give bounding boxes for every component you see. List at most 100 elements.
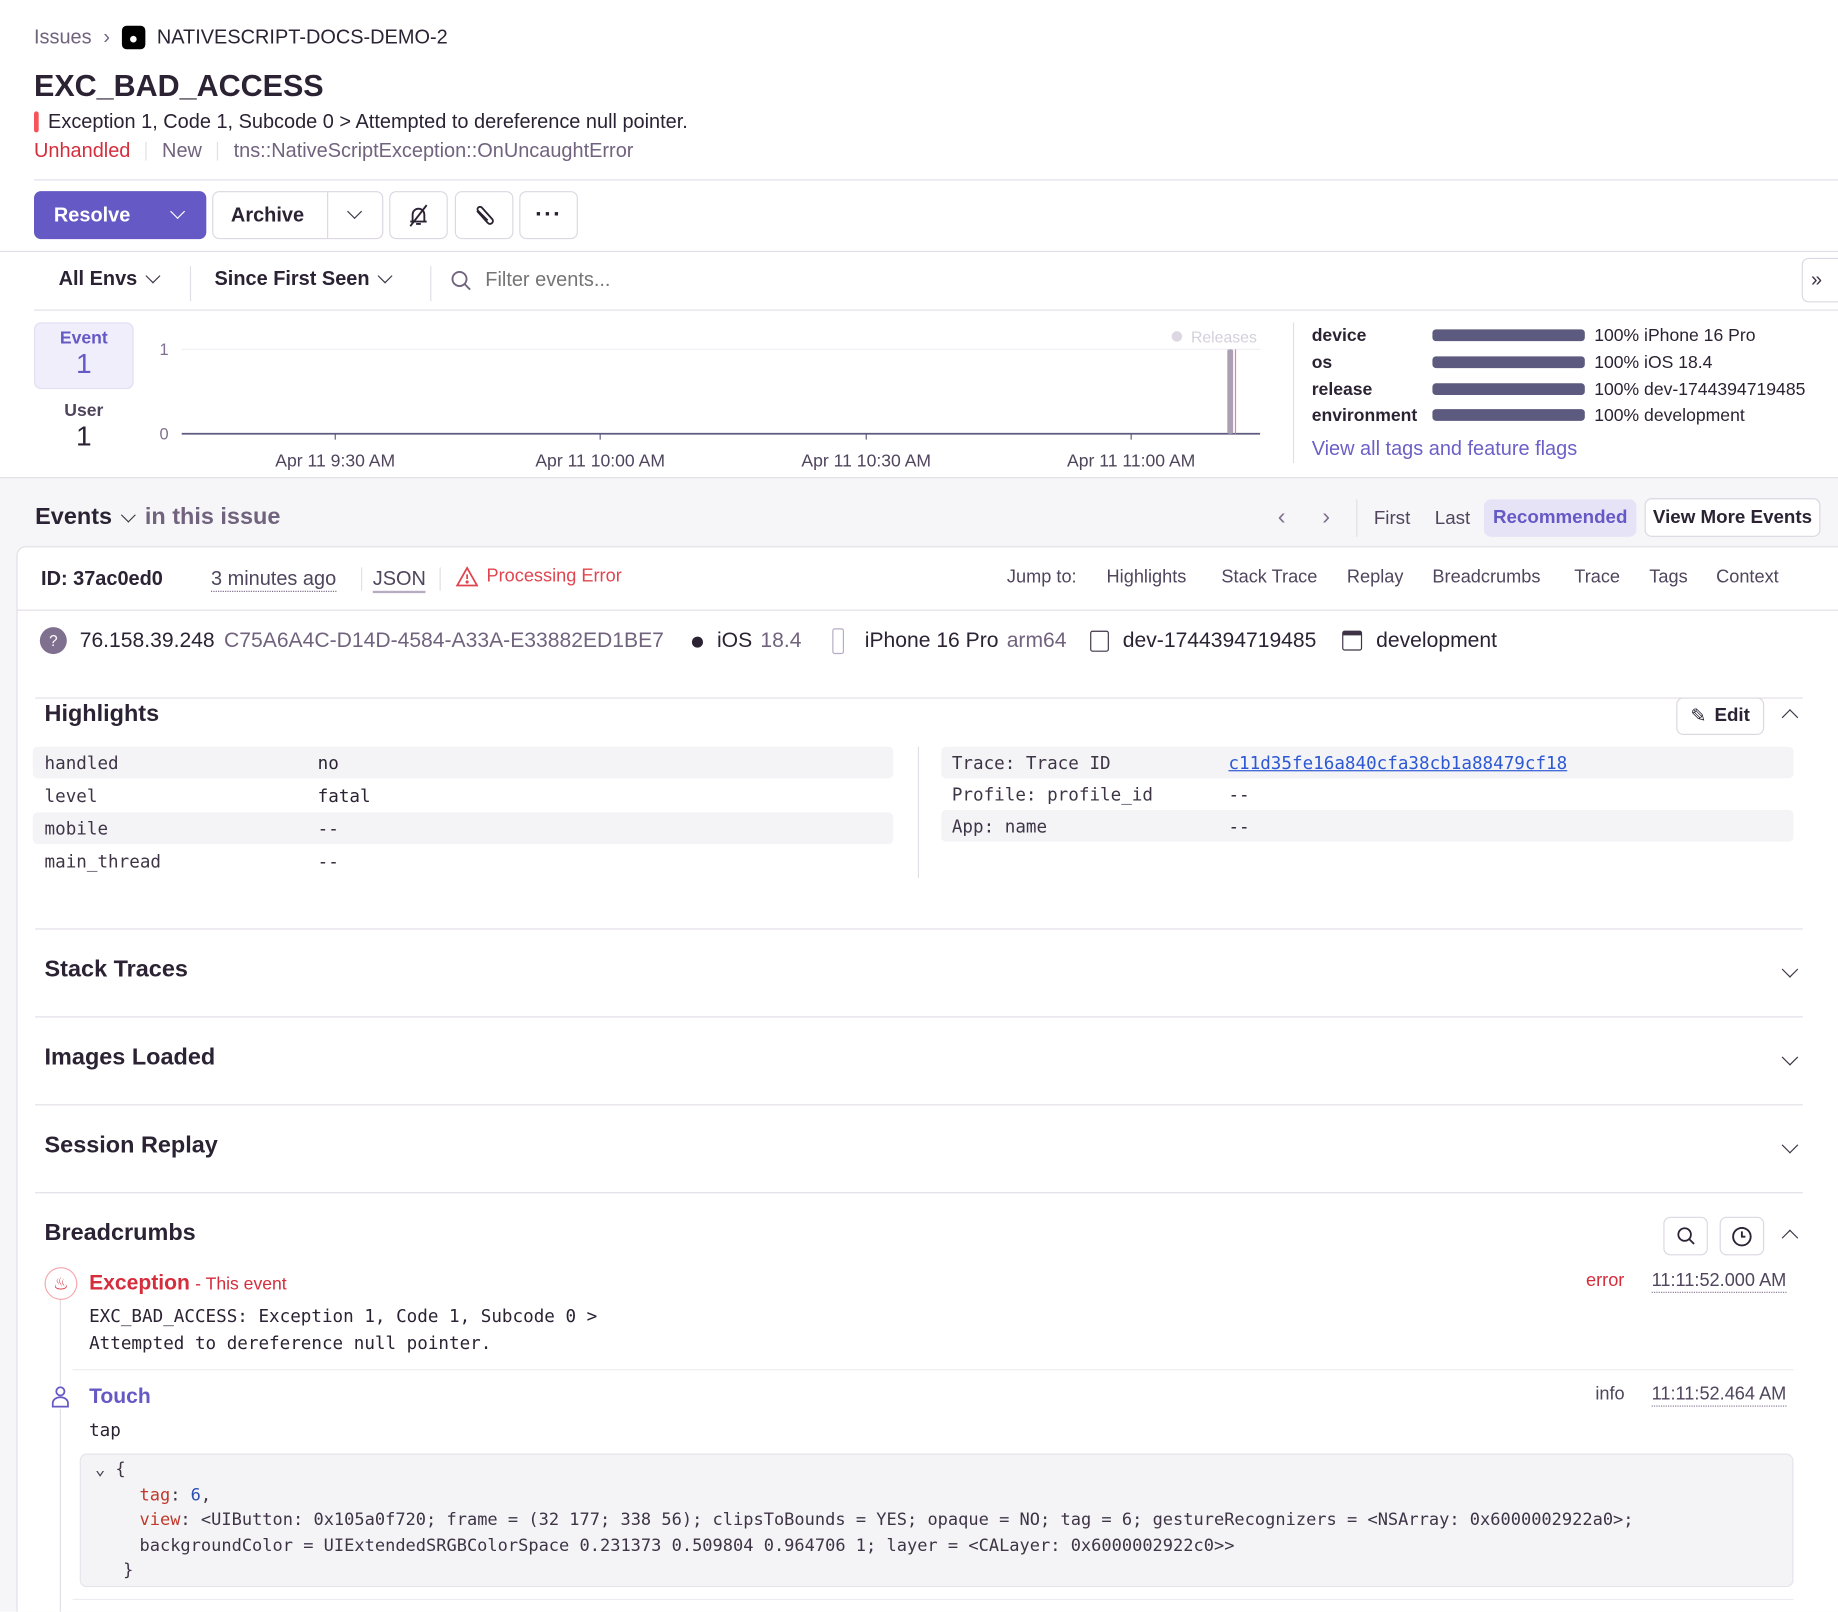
jump-replay[interactable]: Replay: [1346, 567, 1404, 588]
edit-highlights-button[interactable]: ✎ Edit: [1676, 697, 1765, 735]
mute-button[interactable]: [389, 191, 448, 240]
highlight-key: main_thread: [44, 850, 161, 872]
ellipsis-icon: ···: [535, 201, 563, 228]
x-tick-label: Apr 11 10:00 AM: [535, 451, 665, 471]
filter-events-input[interactable]: [485, 264, 1189, 296]
event-count-label: Event: [59, 328, 108, 349]
expand-sidebar-button[interactable]: »: [1801, 257, 1838, 303]
breadcrumb-issues-link[interactable]: Issues: [33, 25, 92, 49]
y-tick-label: 1: [160, 341, 169, 359]
highlight-value: --: [317, 850, 339, 872]
view-all-tags-link[interactable]: View all tags and feature flags: [1311, 437, 1578, 460]
tag-distribution-bar[interactable]: [1432, 329, 1585, 342]
stack-traces-title[interactable]: Stack Traces: [44, 956, 188, 983]
copy-link-button[interactable]: [454, 191, 514, 240]
resolve-label: Resolve: [53, 203, 131, 226]
highlight-row: main_thread --: [33, 845, 893, 877]
chevron-down-icon[interactable]: [170, 204, 186, 220]
divider: [189, 266, 192, 302]
time-format-button[interactable]: [1719, 1216, 1765, 1256]
next-event-button[interactable]: ›: [1322, 504, 1331, 530]
os-name: iOS: [716, 628, 753, 652]
x-tick-label: Apr 11 10:30 AM: [801, 451, 931, 471]
tag-top-value: 100% iPhone 16 Pro: [1594, 325, 1756, 346]
tag-row-environment[interactable]: environment 100% development: [1312, 403, 1745, 426]
data-key: tag: [139, 1485, 171, 1505]
highlight-key: handled: [44, 751, 119, 774]
more-actions-button[interactable]: ···: [519, 191, 578, 240]
tag-distribution-bar[interactable]: [1432, 409, 1585, 421]
data-value: <UIButton: 0x105a0f720; frame = (32 177;…: [200, 1510, 1634, 1530]
jump-stack-trace[interactable]: Stack Trace: [1221, 567, 1318, 588]
view-more-events-button[interactable]: View More Events: [1644, 498, 1821, 537]
environment-dropdown[interactable]: All Envs: [59, 267, 161, 290]
breadcrumb-exception-header: Exception - This event: [89, 1271, 287, 1296]
divider: [35, 928, 1803, 930]
event-card: [16, 546, 1838, 1612]
jump-breadcrumbs[interactable]: Breadcrumbs: [1432, 567, 1541, 588]
highlight-key: mobile: [44, 817, 109, 839]
highlight-value: --: [317, 817, 339, 839]
last-event-button[interactable]: Last: [1434, 508, 1471, 529]
tag-row-release[interactable]: release 100% dev-1744394719485: [1312, 377, 1806, 400]
tag-distribution-bar[interactable]: [1432, 356, 1585, 369]
tag-distribution-bar[interactable]: [1432, 383, 1585, 396]
archive-button[interactable]: Archive: [212, 191, 384, 240]
breadcrumb-timestamp[interactable]: 11:11:52.000 AM: [1651, 1271, 1787, 1293]
json-link[interactable]: JSON: [372, 567, 426, 594]
previous-event-button[interactable]: ‹: [1277, 504, 1286, 530]
divider: [0, 250, 1838, 253]
breadcrumb-timestamp[interactable]: 11:11:52.464 AM: [1651, 1384, 1787, 1407]
environment-name: development: [1376, 628, 1497, 652]
timeline-line: [59, 1298, 61, 1612]
divider: [430, 266, 432, 302]
recommended-event-button[interactable]: Recommended: [1484, 499, 1637, 537]
package-icon: [1089, 630, 1109, 652]
search-icon: [451, 271, 471, 291]
jump-tags[interactable]: Tags: [1649, 567, 1688, 588]
highlight-key: Profile: profile_id: [951, 783, 1153, 805]
user-count-value: 1: [75, 420, 92, 453]
divider: [145, 141, 147, 161]
highlight-row: Trace: Trace ID c11d35fe16a840cfa38cb1a88…: [941, 746, 1794, 779]
releases-legend-marker: [1171, 331, 1183, 342]
user-count-tab[interactable]: User 1: [34, 401, 134, 454]
highlight-key: Trace: Trace ID: [951, 751, 1111, 774]
jump-context[interactable]: Context: [1716, 567, 1779, 588]
divider: [72, 1598, 1794, 1601]
jump-trace[interactable]: Trace: [1574, 567, 1621, 588]
divider: [35, 1016, 1803, 1018]
images-loaded-title[interactable]: Images Loaded: [44, 1044, 216, 1071]
events-title: Events: [35, 504, 113, 530]
processing-error-button[interactable]: Processing Error: [455, 566, 622, 587]
tag-row-os[interactable]: os 100% iOS 18.4: [1312, 350, 1713, 373]
divider: [1292, 322, 1295, 464]
jump-highlights[interactable]: Highlights: [1106, 567, 1187, 588]
data-key: view: [139, 1510, 181, 1530]
paperclip-icon: [476, 205, 494, 225]
tag-row-device[interactable]: device 100% iPhone 16 Pro: [1312, 324, 1756, 347]
event-count-tab[interactable]: Event 1: [33, 322, 134, 390]
divider: [361, 567, 363, 591]
resolve-button[interactable]: Resolve: [33, 191, 207, 240]
tag-key: release: [1311, 379, 1373, 400]
highlight-key: level: [44, 784, 98, 806]
chevron-down-icon[interactable]: [347, 204, 363, 220]
warning-icon: [455, 566, 479, 587]
period-dropdown[interactable]: Since First Seen: [215, 267, 393, 290]
search-breadcrumbs-button[interactable]: [1663, 1216, 1708, 1256]
window-icon: [1342, 630, 1363, 651]
events-dropdown[interactable]: Events in this issue: [35, 504, 280, 531]
collapse-object-toggle[interactable]: ⌄: [94, 1460, 106, 1480]
error-marker: [33, 111, 39, 133]
trace-id-link[interactable]: c11d35fe16a840cfa38cb1a88479cf18: [1228, 751, 1568, 774]
first-event-button[interactable]: First: [1373, 508, 1411, 529]
session-replay-title[interactable]: Session Replay: [44, 1132, 218, 1159]
divider: [1356, 499, 1358, 537]
device-id: C75A6A4C-D14D-4584-A33A-E33882ED1BE7: [224, 628, 664, 652]
event-time[interactable]: 3 minutes ago: [210, 567, 337, 592]
tag-top-value: 100% development: [1594, 404, 1745, 425]
os-version: 18.4: [760, 628, 802, 652]
divider: [35, 697, 1803, 699]
tag-key: os: [1311, 352, 1333, 373]
